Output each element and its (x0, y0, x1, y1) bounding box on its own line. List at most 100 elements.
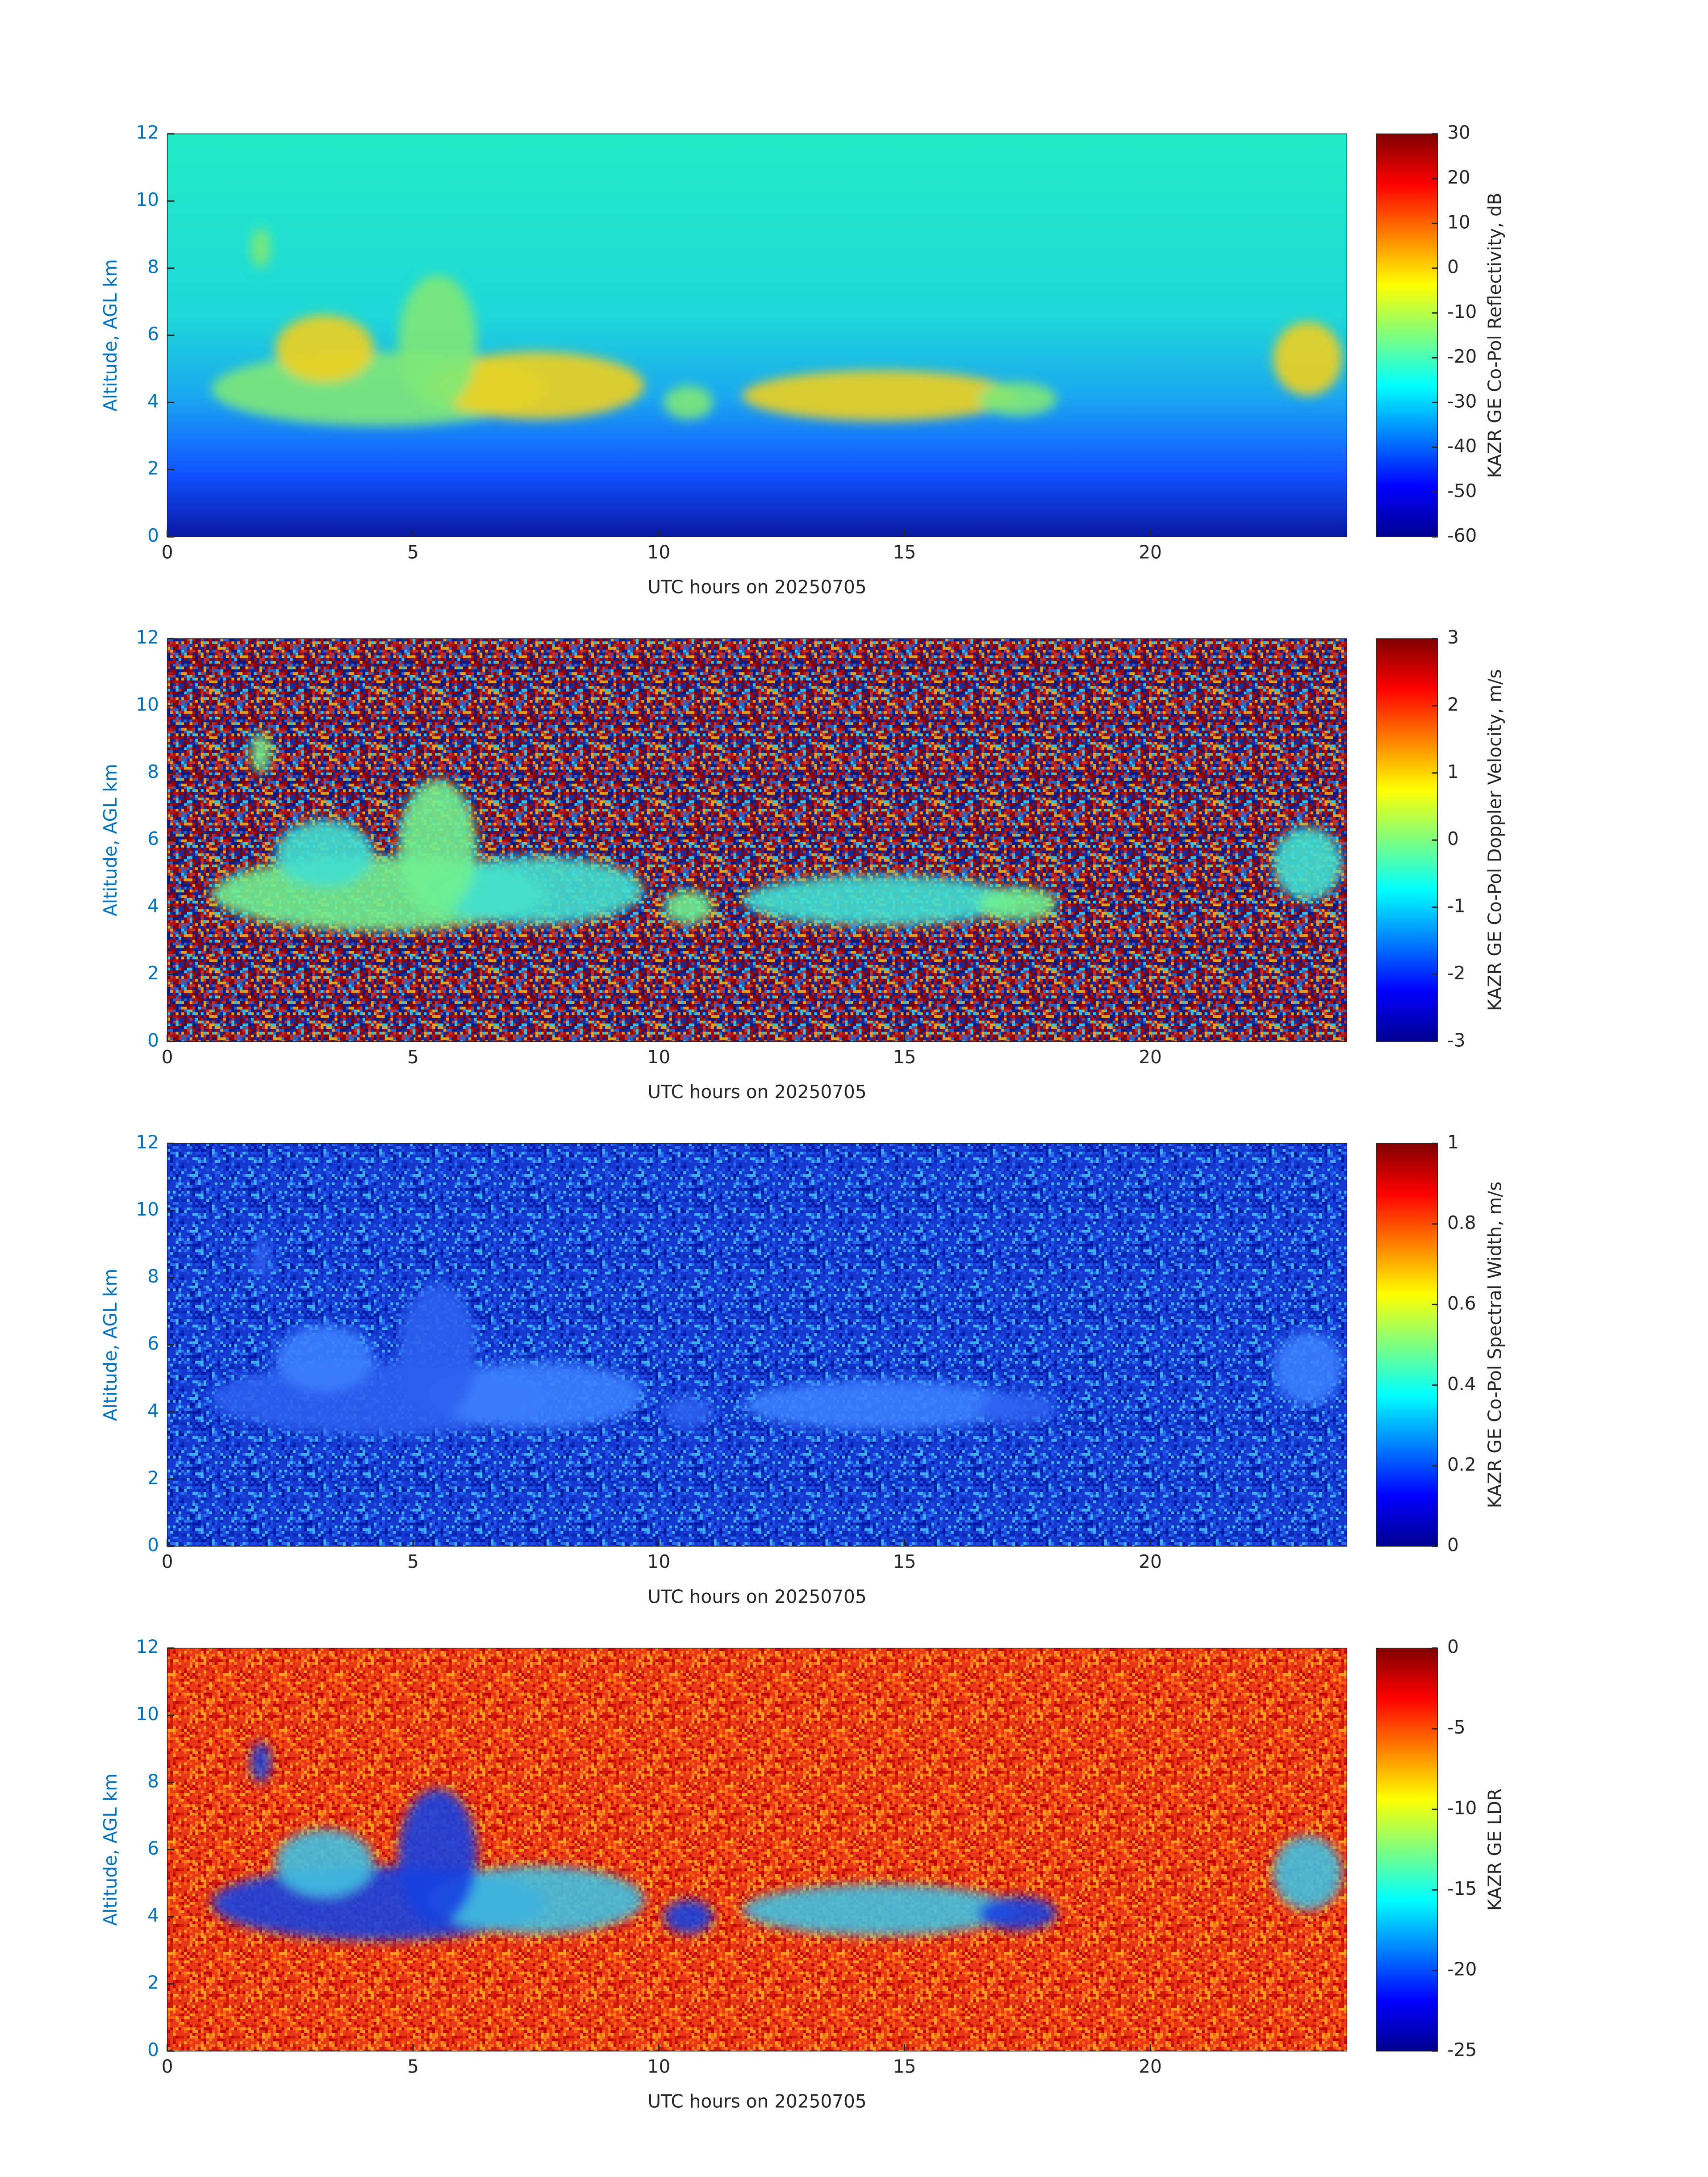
colorbar-tick-label: 30 (1447, 122, 1470, 143)
colorbar-tick-label: -3 (1447, 1029, 1465, 1051)
cloud-layer (211, 1237, 1342, 1436)
x-tick-label: 0 (162, 1551, 173, 1572)
colorbar-tick-label: 0 (1447, 1534, 1459, 1556)
x-tick-label: 5 (407, 2056, 419, 2077)
y-tick-label: 4 (147, 1400, 159, 1421)
x-tick-label: 15 (893, 1551, 916, 1572)
colorbar-label: KAZR GE Co-Pol Spectral Width, m/s (1484, 1182, 1505, 1508)
cloud (978, 887, 1057, 921)
y-tick-label: 4 (147, 895, 159, 917)
cloud (742, 875, 1018, 926)
colorbar (1376, 638, 1438, 1042)
cloud (251, 228, 271, 268)
cloud (742, 1380, 1018, 1431)
y-tick-label: 12 (136, 1131, 159, 1153)
colorbar-tick-label: 1 (1447, 761, 1459, 782)
y-tick-label: 8 (147, 1266, 159, 1287)
x-axis-label: UTC hours on 20250705 (647, 2091, 866, 2112)
colorbar-tick-label: 3 (1447, 627, 1459, 648)
colorbar-tick-label: -25 (1447, 2039, 1477, 2060)
colorbar-tick-label: 0.6 (1447, 1292, 1476, 1314)
cloud (428, 1362, 644, 1429)
cloud (664, 890, 713, 924)
cloud (398, 1284, 477, 1419)
colorbar-tick-label: -40 (1447, 435, 1477, 457)
cloud (275, 315, 374, 383)
colorbar (1376, 1143, 1438, 1547)
y-tick-label: 0 (147, 525, 159, 546)
cloud (251, 1742, 271, 1783)
y-axis-label: Altitude, AGL km (100, 259, 121, 411)
colorbar-tick-label: -20 (1447, 346, 1477, 367)
y-tick-label: 10 (136, 694, 159, 715)
x-tick-label: 20 (1139, 2056, 1162, 2077)
colorbar-tick-label: -60 (1447, 525, 1477, 546)
x-tick-label: 0 (162, 1046, 173, 1068)
cloud (742, 370, 1018, 421)
x-tick-label: 15 (893, 542, 916, 563)
y-tick-label: 8 (147, 1770, 159, 1792)
y-tick-label: 0 (147, 2039, 159, 2060)
colorbar-tick-label: -20 (1447, 1959, 1477, 1980)
y-tick-label: 2 (147, 1467, 159, 1488)
y-tick-label: 6 (147, 828, 159, 849)
cloud (664, 385, 713, 419)
y-tick-label: 8 (147, 256, 159, 278)
cloud (398, 275, 477, 409)
colorbar-label: KAZR GE Co-Pol Doppler Velocity, m/s (1484, 669, 1505, 1011)
colorbar-tick-label: -10 (1447, 1797, 1477, 1819)
colorbar-tick-label: -15 (1447, 1878, 1477, 1899)
x-tick-label: 10 (647, 2056, 671, 2077)
y-tick-label: 0 (147, 1029, 159, 1051)
x-tick-label: 5 (407, 1551, 419, 1572)
x-tick-label: 0 (162, 2056, 173, 2077)
y-axis-label: Altitude, AGL km (100, 1269, 121, 1421)
cloud (742, 1885, 1018, 1935)
cloud (251, 732, 271, 773)
y-tick-label: 10 (136, 189, 159, 210)
colorbar-tick-label: -10 (1447, 301, 1477, 322)
colorbar-tick-label: 0.2 (1447, 1454, 1476, 1475)
colorbar-tick-label: 2 (1447, 694, 1459, 715)
colorbar-label: KAZR GE Co-Pol Reflectivity, dB (1484, 192, 1505, 478)
y-tick-label: 6 (147, 323, 159, 345)
y-tick-label: 2 (147, 458, 159, 479)
x-tick-label: 10 (647, 1551, 671, 1572)
y-tick-label: 2 (147, 962, 159, 984)
cloud (978, 1391, 1057, 1426)
y-tick-label: 4 (147, 1905, 159, 1926)
colorbar-tick-label: 0.4 (1447, 1373, 1476, 1395)
colorbar (1376, 133, 1438, 537)
cloud (428, 857, 644, 924)
y-tick-label: 8 (147, 761, 159, 782)
colorbar-tick-label: -5 (1447, 1717, 1465, 1738)
cloud (428, 352, 644, 419)
y-tick-label: 6 (147, 1838, 159, 1859)
cloud (275, 1325, 374, 1392)
cloud (1273, 1836, 1342, 1910)
colorbar-tick-label: 1 (1447, 1131, 1459, 1153)
y-axis-label: Altitude, AGL km (100, 1773, 121, 1926)
colorbar-tick-label: 0 (1447, 1636, 1459, 1658)
colorbar-tick-label: -1 (1447, 895, 1465, 917)
cloud (275, 1829, 374, 1897)
x-tick-label: 20 (1139, 542, 1162, 563)
colorbar-tick-label: -30 (1447, 390, 1477, 412)
cloud (398, 1789, 477, 1924)
x-tick-label: 5 (407, 1046, 419, 1068)
colorbar-tick-label: -50 (1447, 480, 1477, 501)
cloud (1273, 827, 1342, 901)
colorbar-tick-label: 20 (1447, 167, 1470, 188)
x-tick-label: 15 (893, 2056, 916, 2077)
cloud (275, 820, 374, 887)
panel: 0 5 10 15 20 0 2 4 6 8 10 12 UTC hours on 20250705 Al… (100, 122, 1506, 598)
x-tick-label: 0 (162, 542, 173, 563)
cloud (978, 382, 1057, 416)
x-tick-label: 10 (647, 1046, 671, 1068)
colorbar-tick-label: 0 (1447, 256, 1459, 278)
cloud (251, 1237, 271, 1278)
colorbar (1376, 1647, 1438, 2052)
cloud-layer (211, 228, 1342, 426)
cloud (664, 1395, 713, 1429)
